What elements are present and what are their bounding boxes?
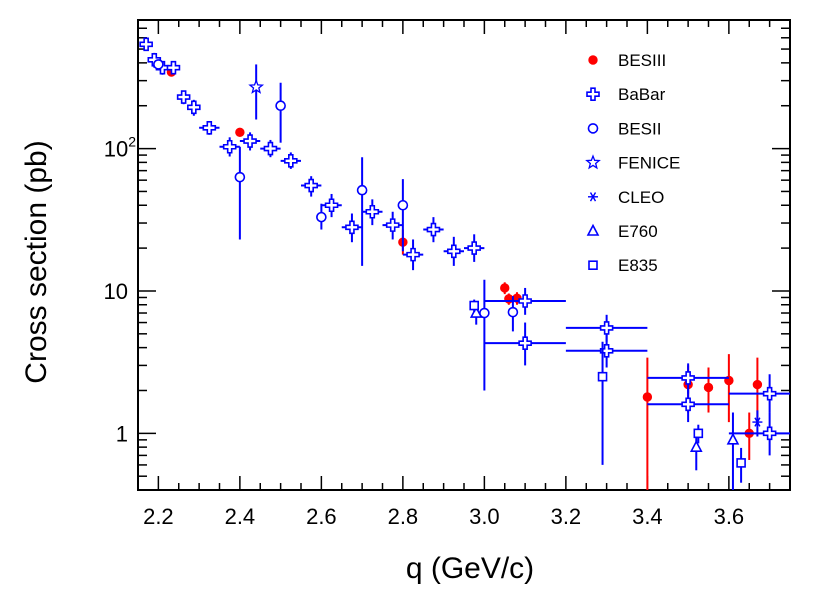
data-point (693, 428, 704, 439)
data-point (726, 432, 740, 445)
legend-marker (586, 223, 600, 236)
data-point (202, 120, 217, 135)
x-tick-label: 2.2 (143, 504, 174, 529)
data-point (385, 218, 400, 232)
data-point (754, 417, 761, 427)
data-point (599, 343, 614, 358)
legend-label: BESIII (618, 51, 666, 70)
data-point (263, 141, 278, 156)
series-e835 (469, 299, 746, 483)
y-tick-label: 10 (104, 279, 128, 304)
legend-marker (589, 192, 597, 202)
data-point (248, 78, 265, 94)
x-tick-label: 3.2 (551, 504, 582, 529)
data-point (599, 321, 614, 335)
data-point (166, 60, 181, 75)
data-point (518, 336, 532, 350)
y-tick-label: 1 (116, 421, 128, 446)
legend-item: BESII (587, 119, 661, 138)
y-axis-title: Cross section (pb) (20, 140, 53, 383)
series-cleo (752, 410, 763, 437)
series-layer (139, 37, 790, 490)
y-tick-label: 102 (104, 134, 136, 162)
data-point (284, 154, 298, 168)
x-tick-label: 2.8 (388, 504, 419, 529)
x-tick-label: 3.0 (469, 504, 500, 529)
legend-item: E760 (586, 222, 658, 241)
data-point (365, 204, 380, 219)
legend-item: BaBar (586, 85, 666, 104)
series-besiii (166, 67, 763, 490)
data-point (518, 294, 532, 308)
data-point (187, 100, 201, 115)
data-point (703, 382, 714, 393)
legend-marker (585, 154, 601, 170)
plot-frame (137, 19, 791, 491)
data-point (304, 178, 318, 193)
series-babar (139, 37, 790, 456)
x-axis-title: q (GeV/c) (406, 552, 534, 585)
data-point (176, 90, 191, 104)
legend-item: CLEO (588, 188, 664, 207)
data-point (397, 199, 409, 211)
x-tick-label: 3.6 (714, 504, 745, 529)
data-point (447, 244, 461, 259)
data-point (139, 37, 153, 52)
data-point (426, 222, 441, 237)
y-tick-exponent: 2 (128, 134, 136, 150)
legend-item: E835 (588, 256, 658, 275)
data-point (467, 241, 481, 255)
data-point (243, 134, 257, 148)
data-point (316, 211, 327, 223)
x-tick-label: 3.4 (632, 504, 663, 529)
series-besii (153, 59, 519, 391)
data-point (469, 300, 479, 311)
data-point (345, 220, 359, 235)
legend-label: BaBar (618, 85, 666, 104)
series-fenice (248, 64, 265, 120)
legend-marker (588, 260, 598, 271)
data-point (689, 439, 703, 452)
data-point (597, 371, 608, 382)
data-point (507, 306, 519, 318)
x-tick-label: 2.4 (225, 504, 256, 529)
data-point (752, 379, 763, 390)
data-point (406, 247, 420, 262)
legend-item: BESIII (588, 51, 666, 70)
legend-label: FENICE (618, 154, 680, 173)
legend-marker (587, 123, 599, 134)
data-point (681, 397, 695, 412)
data-point (469, 305, 483, 318)
data-point (736, 458, 746, 468)
axes: 2.2 2.4 2.6 2.8 3.0 3.2 3.4 3.6 1 10 102 (104, 19, 791, 529)
data-point (234, 171, 246, 183)
data-point (324, 198, 339, 213)
data-point (762, 426, 777, 441)
legend-marker (586, 87, 600, 101)
data-point (222, 139, 237, 154)
data-point (235, 127, 245, 138)
x-tick-label: 2.6 (306, 504, 337, 529)
data-point (762, 386, 777, 401)
legend: BESIII BaBar BESII FENICE CLEO E760 E835 (585, 51, 680, 275)
data-point (681, 371, 695, 385)
legend-label: E835 (618, 256, 658, 275)
data-point (356, 184, 368, 196)
data-point (153, 59, 164, 70)
data-point (642, 392, 653, 402)
legend-label: E760 (618, 222, 658, 241)
data-point (275, 100, 286, 112)
legend-item: FENICE (585, 154, 680, 173)
legend-label: CLEO (618, 188, 664, 207)
legend-label: BESII (618, 119, 661, 138)
data-point (500, 283, 510, 293)
legend-marker (588, 55, 598, 65)
